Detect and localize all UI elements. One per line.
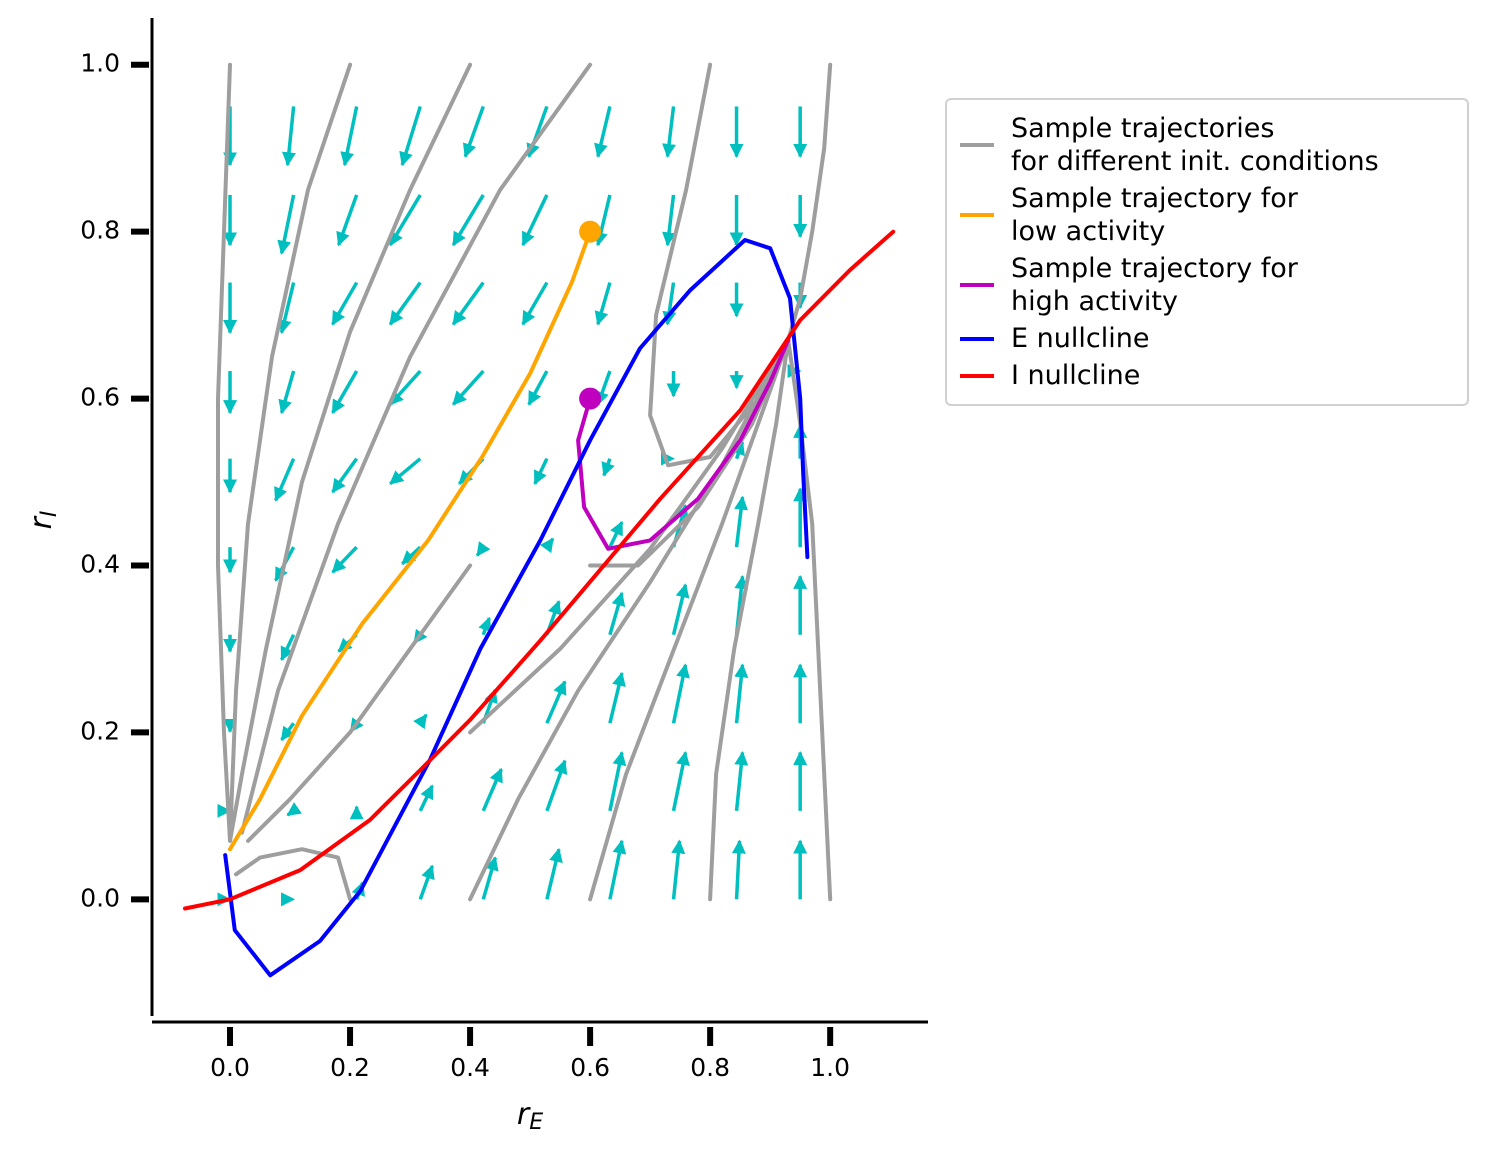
y-tick-label: 0.6 [80, 383, 120, 412]
legend: Sample trajectories for different init. … [945, 98, 1469, 406]
y-tick-label: 0.8 [80, 216, 120, 245]
legend-entry: I nullcline [957, 359, 1457, 392]
vector-arrow [608, 671, 626, 724]
vector-arrow [734, 751, 749, 812]
vector-arrow [281, 106, 296, 167]
legend-swatch [960, 143, 994, 147]
y-tick-label: 0.0 [80, 883, 120, 912]
vector-arrow [671, 751, 690, 812]
vector-arrow [481, 856, 499, 900]
vector-arrow [331, 457, 359, 494]
x-tick-label: 0.2 [330, 1053, 370, 1082]
legend-label: Sample trajectory for high activity [1011, 253, 1298, 317]
vector-arrow [734, 495, 749, 548]
vector-arrow [545, 847, 563, 900]
vector-arrow [662, 106, 676, 158]
vector-arrow [280, 722, 296, 742]
y-tick-label: 0.2 [80, 716, 120, 745]
vector-arrow [413, 713, 428, 730]
legend-entry: E nullcline [957, 322, 1457, 355]
vector-arrow [389, 457, 422, 486]
vector-arrow [527, 370, 549, 406]
vector-arrow [671, 663, 690, 724]
vector-arrow [594, 106, 612, 158]
vector-arrow [545, 680, 567, 724]
vector-arrow [277, 194, 296, 255]
vector-arrow [388, 281, 422, 326]
vector-arrow [451, 369, 485, 406]
vector-arrow [278, 370, 296, 415]
series-line [216, 62, 833, 902]
vector-arrow [280, 633, 296, 662]
vector-arrow [399, 105, 422, 167]
vector-arrow [539, 537, 555, 554]
vector-arrow [608, 591, 626, 636]
vector-arrow [545, 759, 568, 812]
legend-entry: Sample trajectory for low activity [957, 182, 1457, 248]
x-tick-label: 0.4 [450, 1053, 490, 1082]
vector-arrow [286, 802, 302, 817]
legend-label: E nullcline [1011, 323, 1150, 354]
series-line [223, 238, 810, 978]
vector-arrow [331, 370, 359, 414]
start-point [579, 387, 602, 410]
legend-entry: Sample trajectories for different init. … [957, 112, 1457, 178]
series-line [183, 229, 896, 911]
start-point [579, 220, 602, 243]
vector-arrow [521, 194, 549, 247]
vector-arrow [594, 282, 612, 326]
vector-arrow [336, 194, 359, 247]
vector-arrow [608, 751, 627, 812]
legend-swatch [960, 213, 994, 217]
series-line [228, 229, 593, 852]
vector-arrow [478, 616, 492, 636]
x-axis-label: rE [517, 1097, 543, 1136]
vector-arrow [734, 663, 749, 724]
legend-label: Sample trajectories for different init. … [1011, 113, 1379, 177]
y-axis-label: rI [24, 511, 63, 530]
vector-arrow [274, 457, 296, 502]
x-tick-label: 0.0 [210, 1053, 250, 1082]
legend-swatch [960, 336, 994, 341]
vector-arrow [533, 457, 549, 485]
vector-arrow [277, 282, 296, 334]
legend-label: I nullcline [1011, 360, 1141, 391]
vector-arrow [662, 194, 676, 247]
legend-swatch [960, 373, 994, 378]
y-tick-label: 1.0 [80, 49, 120, 78]
vector-arrow [462, 105, 485, 158]
vector-arrow [608, 839, 627, 900]
vector-arrow [731, 839, 746, 900]
vector-arrow [594, 194, 612, 247]
x-tick-label: 0.8 [690, 1053, 730, 1082]
vector-arrow [475, 541, 491, 557]
vector-arrow [671, 839, 686, 900]
vector-arrow [331, 545, 358, 574]
vector-arrow [340, 106, 359, 167]
vector-arrow [731, 440, 745, 460]
vector-arrow [388, 369, 422, 406]
legend-label: Sample trajectory for low activity [1011, 183, 1298, 247]
legend-swatch [960, 283, 994, 287]
vector-arrow [671, 583, 690, 636]
vector-arrow [388, 194, 422, 247]
vector-arrow [608, 520, 624, 548]
vector-arrow [331, 281, 359, 326]
vector-arrow [451, 281, 485, 326]
vector-arrow [451, 194, 485, 247]
vector-arrow [601, 458, 615, 477]
x-tick-label: 0.6 [570, 1053, 610, 1082]
vector-arrow [481, 767, 503, 812]
legend-entry: Sample trajectory for high activity [957, 252, 1457, 318]
vector-arrow [418, 864, 435, 900]
x-tick-label: 1.0 [810, 1053, 850, 1082]
vector-arrow [401, 545, 422, 566]
vector-arrow [521, 281, 549, 326]
vector-arrow [418, 784, 434, 812]
y-tick-label: 0.4 [80, 549, 120, 578]
